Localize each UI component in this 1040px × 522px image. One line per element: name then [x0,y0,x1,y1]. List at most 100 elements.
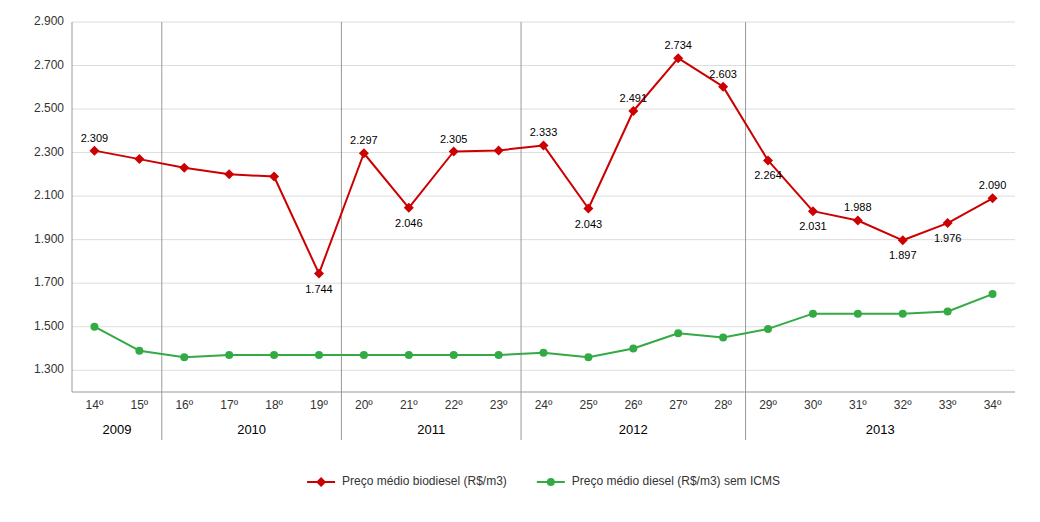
year-divider [161,22,162,440]
grid-line [72,22,1015,23]
point [898,235,908,245]
grid-line [72,109,1015,110]
point [179,163,189,173]
x-tick-label: 21º [400,398,418,412]
grid-line [72,196,1015,197]
point [899,310,907,318]
y-tick-label: 2.500 [34,101,64,115]
data-labels: 2.3091.7442.2972.0462.3052.3332.0432.491… [81,39,1007,294]
legend-label: Preço médio diesel (R$/m3) sem ICMS [572,474,780,488]
point [315,351,323,359]
legend-item: Preço médio biodiesel (R$/m3) [307,474,507,488]
data-label: 2.603 [709,68,737,80]
y-tick-label: 1.300 [34,362,64,376]
grid-line [72,65,1015,66]
point [90,323,98,331]
data-label: 1.976 [934,232,962,244]
point [539,140,549,150]
grid-line [72,152,1015,153]
x-tick-label: 32º [894,398,912,412]
x-tick-label: 23º [490,398,508,412]
x-tick-label: 31º [849,398,867,412]
data-label: 2.333 [530,126,558,138]
point [763,155,773,165]
y-tick-label: 2.900 [34,14,64,28]
x-tick-label: 27º [669,398,687,412]
grid-line [72,326,1015,327]
x-tick-label: 26º [624,398,642,412]
point [764,325,772,333]
point [224,169,234,179]
point [314,269,324,279]
y-tick-label: 1.500 [34,319,64,333]
x-tick-label: 18º [265,398,283,412]
point [808,206,818,216]
legend: Preço médio biodiesel (R$/m3) Preço médio… [307,474,780,488]
data-label: 2.297 [350,134,378,146]
point [134,154,144,164]
point [494,145,504,155]
point [135,347,143,355]
point [628,106,638,116]
data-label: 2.043 [575,218,603,230]
y-tick-label: 2.700 [34,58,64,72]
data-label: 2.305 [440,133,468,145]
year-label: 2011 [417,422,445,437]
year-label: 2009 [102,422,131,437]
legend-item: Preço médio diesel (R$/m3) sem ICMS [537,474,780,488]
point [673,53,683,63]
point [988,193,998,203]
y-tick-label: 2.100 [34,188,64,202]
year-divider [521,22,522,440]
y-tick-label: 2.300 [34,145,64,159]
x-tick-label: 15º [130,398,148,412]
series-line [94,294,992,357]
point [944,307,952,315]
x-tick-label: 20º [355,398,373,412]
data-label: 1.744 [305,283,333,295]
point [853,215,863,225]
x-tick-label: 25º [580,398,598,412]
point [854,310,862,318]
y-tick-label: 1.900 [34,232,64,246]
point [495,351,503,359]
point [405,351,413,359]
x-tick-label: 16º [175,398,193,412]
year-label: 2010 [237,422,266,437]
year-divider [341,22,342,440]
x-tick-label: 33º [939,398,957,412]
point [225,351,233,359]
data-label: 2.046 [395,217,423,229]
point [584,353,592,361]
year-groups: 20092010201120122013 [102,22,894,440]
chart: 1.300 1.500 1.700 1.900 2.100 2.300 2.500 2.700… [0,0,1040,522]
x-tick-label: 34º [984,398,1002,412]
x-axis-line [72,392,1015,393]
grid-line [72,370,1015,371]
year-label: 2013 [866,422,895,437]
plot-area [89,53,997,361]
point [719,334,727,342]
x-tick-label: 22º [445,398,463,412]
point [943,218,953,228]
grid-line [72,283,1015,284]
x-tick-label: 19º [310,398,328,412]
data-label: 2.090 [979,179,1007,191]
x-tick-label: 28º [714,398,732,412]
data-label: 1.897 [889,249,917,261]
grid-line [72,239,1015,240]
point [450,351,458,359]
data-label: 2.734 [664,39,692,51]
legend-label: Preço médio biodiesel (R$/m3) [342,474,507,488]
y-axis: 1.300 1.500 1.700 1.900 2.100 2.300 2.500 2.700… [34,14,1015,376]
x-tick-label: 29º [759,398,777,412]
point [180,353,188,361]
x-tick-label: 24º [535,398,553,412]
point [583,204,593,214]
data-label: 2.491 [620,92,648,104]
y-tick-label: 1.700 [34,275,64,289]
series-line [94,58,992,273]
point [989,290,997,298]
x-tick-label: 30º [804,398,822,412]
point [269,172,279,182]
